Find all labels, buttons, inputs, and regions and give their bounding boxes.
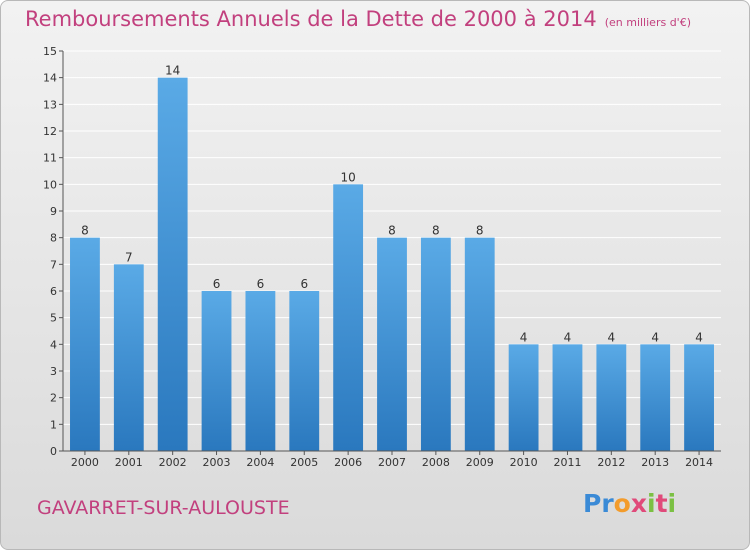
- x-tick-label-2013: 2013: [641, 456, 669, 469]
- logo-letter: x: [630, 489, 647, 518]
- data-label-2005: 6: [300, 277, 308, 291]
- data-label-2013: 4: [651, 330, 659, 344]
- y-tick-label: 15: [43, 45, 57, 58]
- x-tick-label-2000: 2000: [71, 456, 99, 469]
- data-label-2012: 4: [608, 330, 616, 344]
- bar-2014: [684, 344, 714, 451]
- bar-2003: [201, 291, 232, 451]
- data-label-2004: 6: [257, 277, 265, 291]
- x-tick-label-2003: 2003: [203, 456, 231, 469]
- x-tick-label-2011: 2011: [553, 456, 581, 469]
- logo-letter: P: [583, 489, 602, 518]
- bar-2006: [333, 184, 364, 452]
- commune-name: GAVARRET-SUR-AULOUSTE: [37, 497, 290, 519]
- x-tick-label-2007: 2007: [378, 456, 406, 469]
- y-tick-label: 10: [43, 178, 57, 191]
- y-tick-label: 4: [50, 338, 57, 351]
- data-label-2010: 4: [520, 330, 528, 344]
- logo-letter: t: [655, 489, 668, 518]
- chart-title: Remboursements Annuels de la Dette de 20…: [25, 7, 691, 31]
- y-tick-label: 6: [50, 285, 57, 298]
- x-tick-label-2012: 2012: [597, 456, 625, 469]
- y-tick-label: 8: [50, 232, 57, 245]
- data-label-2011: 4: [564, 330, 572, 344]
- y-tick-label: 3: [50, 365, 57, 378]
- y-tick-label: 0: [50, 445, 57, 458]
- y-tick-label: 12: [43, 125, 57, 138]
- data-label-2014: 4: [695, 330, 703, 344]
- bar-2001: [113, 264, 144, 451]
- bar-2004: [245, 291, 276, 451]
- y-tick-label: 14: [43, 72, 57, 85]
- x-tick-label-2001: 2001: [115, 456, 143, 469]
- x-tick-label-2004: 2004: [246, 456, 274, 469]
- y-tick-label: 13: [43, 98, 57, 111]
- x-tick-label-2009: 2009: [466, 456, 494, 469]
- y-tick-label: 11: [43, 152, 57, 165]
- bar-2012: [596, 344, 627, 451]
- bars: [70, 77, 714, 452]
- data-label-2008: 8: [432, 224, 440, 238]
- bar-2007: [377, 237, 407, 451]
- chart-unit: (en milliers d'€): [604, 16, 691, 29]
- y-tick-label: 7: [50, 258, 57, 271]
- x-tick-label-2002: 2002: [159, 456, 187, 469]
- bar-2013: [640, 344, 671, 451]
- logo-letter: i: [667, 489, 677, 518]
- x-tick-label-2005: 2005: [290, 456, 318, 469]
- data-label-2006: 10: [340, 170, 355, 184]
- data-label-2001: 7: [125, 250, 133, 264]
- proxiti-logo: Proxiti: [583, 489, 676, 518]
- logo-letter: o: [613, 489, 631, 518]
- y-tick-label: 1: [50, 418, 57, 431]
- labels: 0123456789101112131415820007200114200262…: [43, 45, 713, 469]
- data-label-2002: 14: [165, 64, 180, 78]
- x-tick-label-2006: 2006: [334, 456, 362, 469]
- bar-2005: [289, 291, 320, 451]
- x-tick-label-2008: 2008: [422, 456, 450, 469]
- bar-2010: [508, 344, 539, 451]
- y-tick-label: 2: [50, 392, 57, 405]
- x-tick-label-2014: 2014: [685, 456, 713, 469]
- bar-2000: [70, 237, 100, 451]
- logo-letter: r: [601, 489, 614, 518]
- data-label-2003: 6: [213, 277, 221, 291]
- chart-title-text: Remboursements Annuels de la Dette de 20…: [25, 7, 597, 31]
- bar-2011: [552, 344, 583, 451]
- y-tick-label: 5: [50, 312, 57, 325]
- data-label-2007: 8: [388, 224, 396, 238]
- axes: [59, 50, 721, 455]
- bar-2002: [157, 77, 188, 452]
- logo-letter: i: [647, 489, 656, 518]
- data-label-2000: 8: [81, 224, 89, 238]
- data-label-2009: 8: [476, 224, 484, 238]
- x-tick-label-2010: 2010: [510, 456, 538, 469]
- bar-2009: [464, 237, 495, 451]
- bar-2008: [420, 237, 451, 451]
- y-tick-label: 9: [50, 205, 57, 218]
